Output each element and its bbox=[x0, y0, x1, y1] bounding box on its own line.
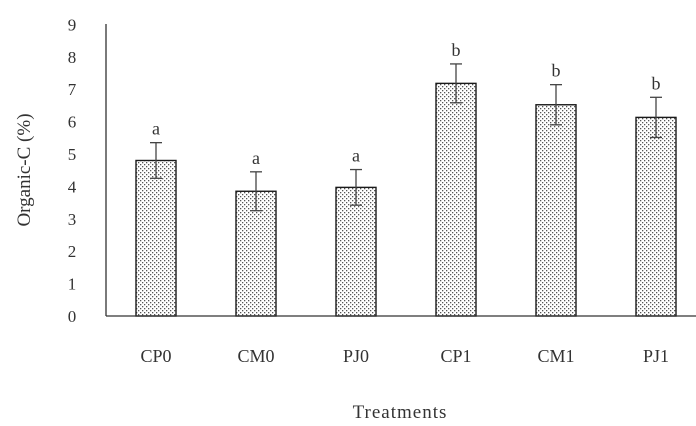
y-tick-label: 3 bbox=[68, 210, 77, 229]
bar-cp0 bbox=[135, 159, 177, 317]
y-tick-label: 0 bbox=[68, 307, 77, 326]
error-bars bbox=[150, 63, 662, 212]
error-bar-cm0 bbox=[250, 171, 262, 212]
bar-pj1 bbox=[635, 116, 677, 317]
y-tick-label: 6 bbox=[68, 113, 77, 132]
category-label-cm0: CM0 bbox=[237, 346, 274, 366]
y-tick-label: 1 bbox=[68, 275, 77, 294]
bar-cm0 bbox=[235, 190, 277, 317]
significance-label-pj1: b bbox=[652, 73, 661, 93]
category-label-pj1: PJ1 bbox=[643, 346, 669, 366]
significance-label-pj0: a bbox=[352, 146, 360, 166]
significance-label-cm0: a bbox=[252, 148, 260, 168]
bar-cp1 bbox=[435, 82, 477, 317]
y-axis-title: Organic-C (%) bbox=[14, 113, 35, 226]
error-bar-pj1 bbox=[650, 96, 662, 139]
bar-pj0 bbox=[335, 186, 377, 317]
category-label-cp0: CP0 bbox=[140, 346, 171, 366]
error-bar-cp0 bbox=[150, 142, 162, 179]
category-label-cp1: CP1 bbox=[440, 346, 471, 366]
category-labels: CP0 CM0 PJ0 CP1 CM1 PJ1 bbox=[140, 346, 669, 366]
y-tick-label: 5 bbox=[68, 145, 77, 164]
x-axis-title: Treatments bbox=[353, 402, 448, 423]
bars bbox=[135, 82, 677, 317]
significance-labels: a a a b b b bbox=[152, 40, 661, 168]
y-tick-label: 4 bbox=[68, 177, 77, 196]
significance-label-cp1: b bbox=[452, 40, 461, 60]
bar-cm1 bbox=[535, 104, 577, 317]
y-axis-ticks: 0 1 2 3 4 5 6 7 8 9 bbox=[68, 15, 77, 326]
error-bar-cp1 bbox=[450, 63, 462, 104]
y-tick-label: 2 bbox=[68, 242, 77, 261]
significance-label-cm1: b bbox=[552, 61, 561, 81]
y-tick-label: 8 bbox=[68, 48, 77, 67]
y-tick-label: 7 bbox=[68, 80, 77, 99]
error-bar-pj0 bbox=[350, 168, 362, 206]
category-label-cm1: CM1 bbox=[537, 346, 574, 366]
y-tick-label: 9 bbox=[68, 15, 77, 34]
error-bar-cm1 bbox=[550, 84, 562, 126]
category-label-pj0: PJ0 bbox=[343, 346, 369, 366]
significance-label-cp0: a bbox=[152, 119, 160, 139]
